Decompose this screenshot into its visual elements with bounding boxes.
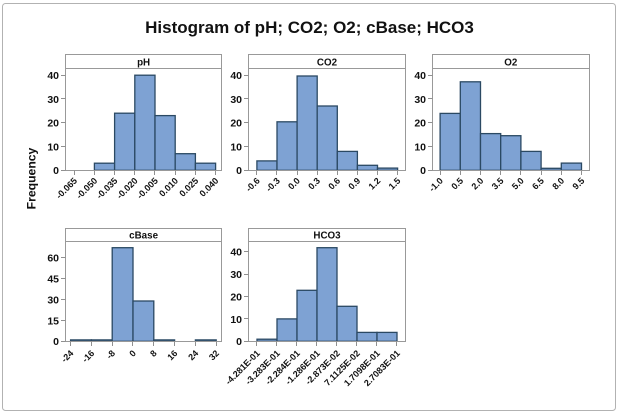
svg-text:30: 30 xyxy=(47,94,59,106)
svg-text:20: 20 xyxy=(47,118,59,130)
svg-text:8: 8 xyxy=(148,348,159,359)
svg-text:10: 10 xyxy=(230,314,242,326)
svg-text:10: 10 xyxy=(47,141,59,153)
svg-text:0: 0 xyxy=(127,348,138,359)
svg-text:cBase: cBase xyxy=(129,231,158,242)
svg-text:40: 40 xyxy=(230,247,242,259)
svg-text:Frequency: Frequency xyxy=(25,147,39,209)
svg-text:pH: pH xyxy=(137,58,150,69)
svg-text:40: 40 xyxy=(414,70,426,82)
svg-text:45: 45 xyxy=(47,273,59,285)
svg-text:0: 0 xyxy=(236,165,242,177)
svg-text:30: 30 xyxy=(230,94,242,106)
svg-text:30: 30 xyxy=(230,269,242,281)
svg-text:10: 10 xyxy=(414,141,426,153)
svg-text:20: 20 xyxy=(230,118,242,130)
svg-text:20: 20 xyxy=(414,118,426,130)
svg-text:10: 10 xyxy=(230,141,242,153)
svg-text:40: 40 xyxy=(230,70,242,82)
svg-text:0: 0 xyxy=(236,336,242,348)
svg-text:HCO3: HCO3 xyxy=(313,231,341,242)
svg-text:40: 40 xyxy=(47,70,59,82)
svg-text:60: 60 xyxy=(47,253,59,265)
svg-text:0: 0 xyxy=(53,165,59,177)
svg-text:O2: O2 xyxy=(504,58,518,69)
svg-text:20: 20 xyxy=(230,291,242,303)
svg-text:0: 0 xyxy=(53,336,59,348)
svg-text:30: 30 xyxy=(47,294,59,306)
svg-text:CO2: CO2 xyxy=(317,58,338,69)
svg-text:0: 0 xyxy=(420,165,426,177)
svg-text:Histogram of pH; CO2; O2; cBas: Histogram of pH; CO2; O2; cBase; HCO3 xyxy=(145,18,474,37)
svg-text:15: 15 xyxy=(47,315,59,327)
svg-text:30: 30 xyxy=(414,94,426,106)
